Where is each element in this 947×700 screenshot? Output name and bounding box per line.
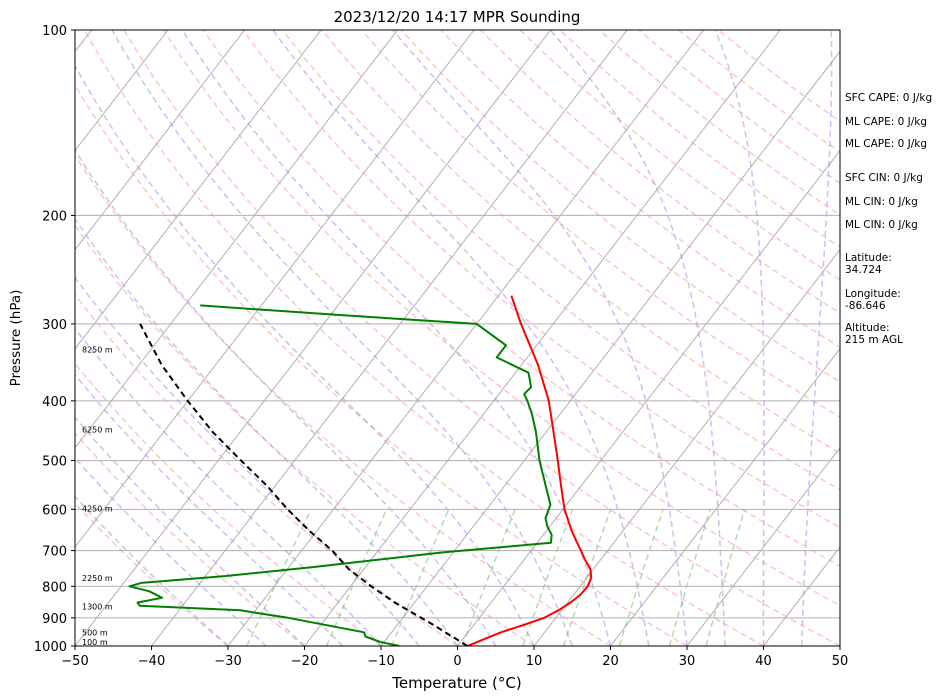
dry-adiabat-line [242,30,840,529]
height-label: 2250 m [82,574,113,583]
moist-adiabat-line [75,373,344,646]
moist-adiabat-line [75,327,382,646]
x-tick-label: −50 [61,654,88,669]
moist-adiabat-line [75,217,459,646]
moist-adiabat-line [75,495,229,646]
y-axis: 100 200 300 400 500 600 700 800 900 1000 [34,24,75,655]
isotherm-line [686,447,840,646]
dry-adiabat-line [75,83,688,646]
ml-cin-stat-2: ML CIN: 0 J/kg [845,219,918,231]
isotherm-line [227,30,704,646]
isotherm-line [75,30,322,350]
height-label: 6250 m [82,425,113,434]
moist-adiabat-line [75,148,497,646]
mixing-ratio-line [668,509,711,646]
moist-adiabat-line [75,276,420,646]
isotherm-line [610,347,840,646]
x-tick-label: 20 [602,654,619,669]
isotherm-line [75,30,169,152]
x-tick-label: −10 [367,654,394,669]
dry-adiabat-line [400,30,840,383]
height-label: 500 m [82,628,108,637]
moist-adiabat-line [714,30,765,646]
height-label: 4250 m [82,504,113,513]
height-label: 8250 m [82,345,113,354]
moist-adiabat-line [549,30,727,646]
x-tick-label: −20 [291,654,318,669]
dry-adiabat-line [440,30,840,348]
y-tick-label: 700 [42,545,67,560]
ml-cape-stat: ML CAPE: 0 J/kg [845,116,928,128]
x-tick-label: −30 [214,654,241,669]
x-tick-label: −40 [138,654,165,669]
background-lines [75,30,840,646]
height-label: 100 m [82,638,108,647]
moist-adiabat-line [181,30,612,646]
moist-adiabat-line [75,456,267,646]
height-label: 1300 m [82,602,113,611]
mixing-ratio-line [391,509,450,646]
moist-adiabat-line [272,30,650,646]
y-tick-label: 800 [42,580,67,595]
moist-adiabat-line [111,30,574,646]
isotherm-line [533,248,840,646]
y-tick-label: 100 [42,24,67,39]
x-tick-label: 30 [679,654,696,669]
dry-adiabat-line [479,30,840,314]
y-tick-label: 400 [42,395,67,410]
longitude-stat: Longitude: -86.646 [845,288,901,312]
isotherm-line [75,30,245,251]
isotherm-line [75,30,475,548]
sounding-profiles [128,295,593,646]
dry-adiabat-line [202,30,840,567]
x-tick-label: 0 [453,654,461,669]
y-tick-label: 300 [42,318,67,333]
moist-adiabat-line [801,30,833,646]
mixing-ratio-line [705,509,746,646]
dry-adiabat-line [75,154,611,646]
x-tick-label: 40 [755,654,772,669]
dry-adiabat-line [123,30,840,646]
y-tick-label: 500 [42,455,67,470]
isotherm-line [75,30,398,449]
parcel-profile [139,323,468,646]
dry-adiabat-line [83,30,764,646]
sfc-cape-stat: SFC CAPE: 0 J/kg [845,92,933,104]
altitude-stat: Altitude: 215 m AGL [845,322,903,346]
ml-cin-stat: ML CIN: 0 J/kg [845,196,918,208]
temperature-profile [467,295,593,646]
y-tick-label: 900 [42,612,67,627]
isobar-grid [75,29,840,647]
x-tick-label: 10 [526,654,543,669]
y-tick-label: 600 [42,503,67,518]
x-tick-label: 50 [832,654,849,669]
moist-adiabat-line [75,416,306,646]
x-axis: −50 −40 −30 −20 −10 0 10 20 30 40 50 [61,646,848,669]
isotherm-line [304,30,781,646]
dry-adiabat-line [75,431,305,646]
isotherm-line [380,50,840,646]
latitude-stat: Latitude: 34.724 [845,252,892,276]
y-tick-label: 1000 [34,640,67,655]
chart-title: 2023/12/20 14:17 MPR Sounding [334,8,581,26]
dry-adiabat-line [162,30,840,607]
y-axis-label: Pressure (hPa) [8,290,24,387]
dry-adiabat-line [75,362,382,646]
dry-adiabat-line [75,224,535,646]
plot-frame [74,29,841,647]
isotherm-line [151,30,628,646]
x-axis-label: Temperature (°C) [391,674,521,692]
dewpoint-profile [128,304,553,646]
y-tick-label: 200 [42,209,67,224]
sfc-cin-stat: SFC CIN: 0 J/kg [845,172,923,184]
isotherm-line [75,30,551,646]
dry-adiabat-line [281,30,840,491]
ml-cape-stat-2: ML CAPE: 0 J/kg [845,138,928,150]
moist-adiabat-line [75,64,535,646]
